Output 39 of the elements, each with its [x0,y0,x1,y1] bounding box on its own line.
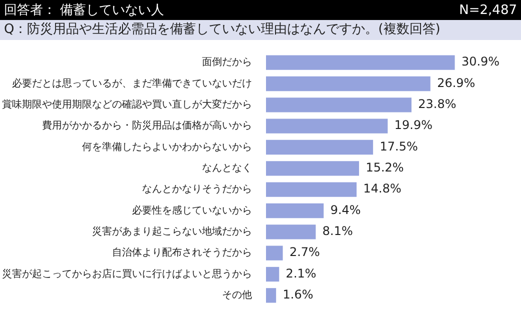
y-tick-label: 災害が起こってからお店に買いに行けばよいと思うから [2,268,252,280]
bar [266,98,412,112]
data-label: 26.9% [437,76,476,90]
text: N=2,487 [459,2,517,18]
data-label: 15.2% [366,160,404,175]
data-label: 17.5% [380,139,418,154]
y-tick-label: 費用がかかるから・防災用品は価格が高いから [42,120,252,132]
y-tick-label: なんとなく [202,163,252,174]
data-label: 2.7% [289,245,320,260]
y-tick-label: 自治体より配布されそうだから [112,246,252,259]
chart-subtitle: Q：防災用品や生活必需品を備蓄していない理由はなんですか。(複数回答) [0,20,521,40]
data-label: 2.1% [286,266,316,280]
data-label: 23.8% [418,97,456,112]
bar [266,288,276,303]
bar [266,182,357,197]
bar [266,118,388,134]
bar [266,246,283,260]
data-label: 14.8% [363,182,402,196]
y-tick-label: 必要性を感じていないから [132,204,252,216]
bar [266,161,360,176]
y-tick-label: 必要だとは思っているが、まだ準備できていないだけ [12,77,252,90]
bar [266,203,324,218]
y-tick-label: 面倒だから [202,57,252,68]
y-tick-label: 災害があまり起こらない地域だから [92,226,252,238]
bar [266,140,374,155]
y-tick-label: なんとかなりそうだから [142,184,252,196]
data-label: 19.9% [394,118,432,132]
bar [266,76,430,92]
bar [266,55,455,70]
bar [266,224,316,240]
data-label: 9.4% [330,202,361,217]
data-label: 1.6% [282,288,314,302]
y-tick-label: 賞味期限や使用期限などの確認や買い直しが大変だから [2,98,252,111]
y-tick-label: 何を準備したらよいかわからないから [82,140,252,153]
data-label: 8.1% [322,224,353,238]
data-label: 30.9% [461,54,500,69]
bar [266,266,280,282]
y-tick-label: その他 [222,289,252,302]
text: 回答者： 備蓄していない人 [4,2,164,19]
